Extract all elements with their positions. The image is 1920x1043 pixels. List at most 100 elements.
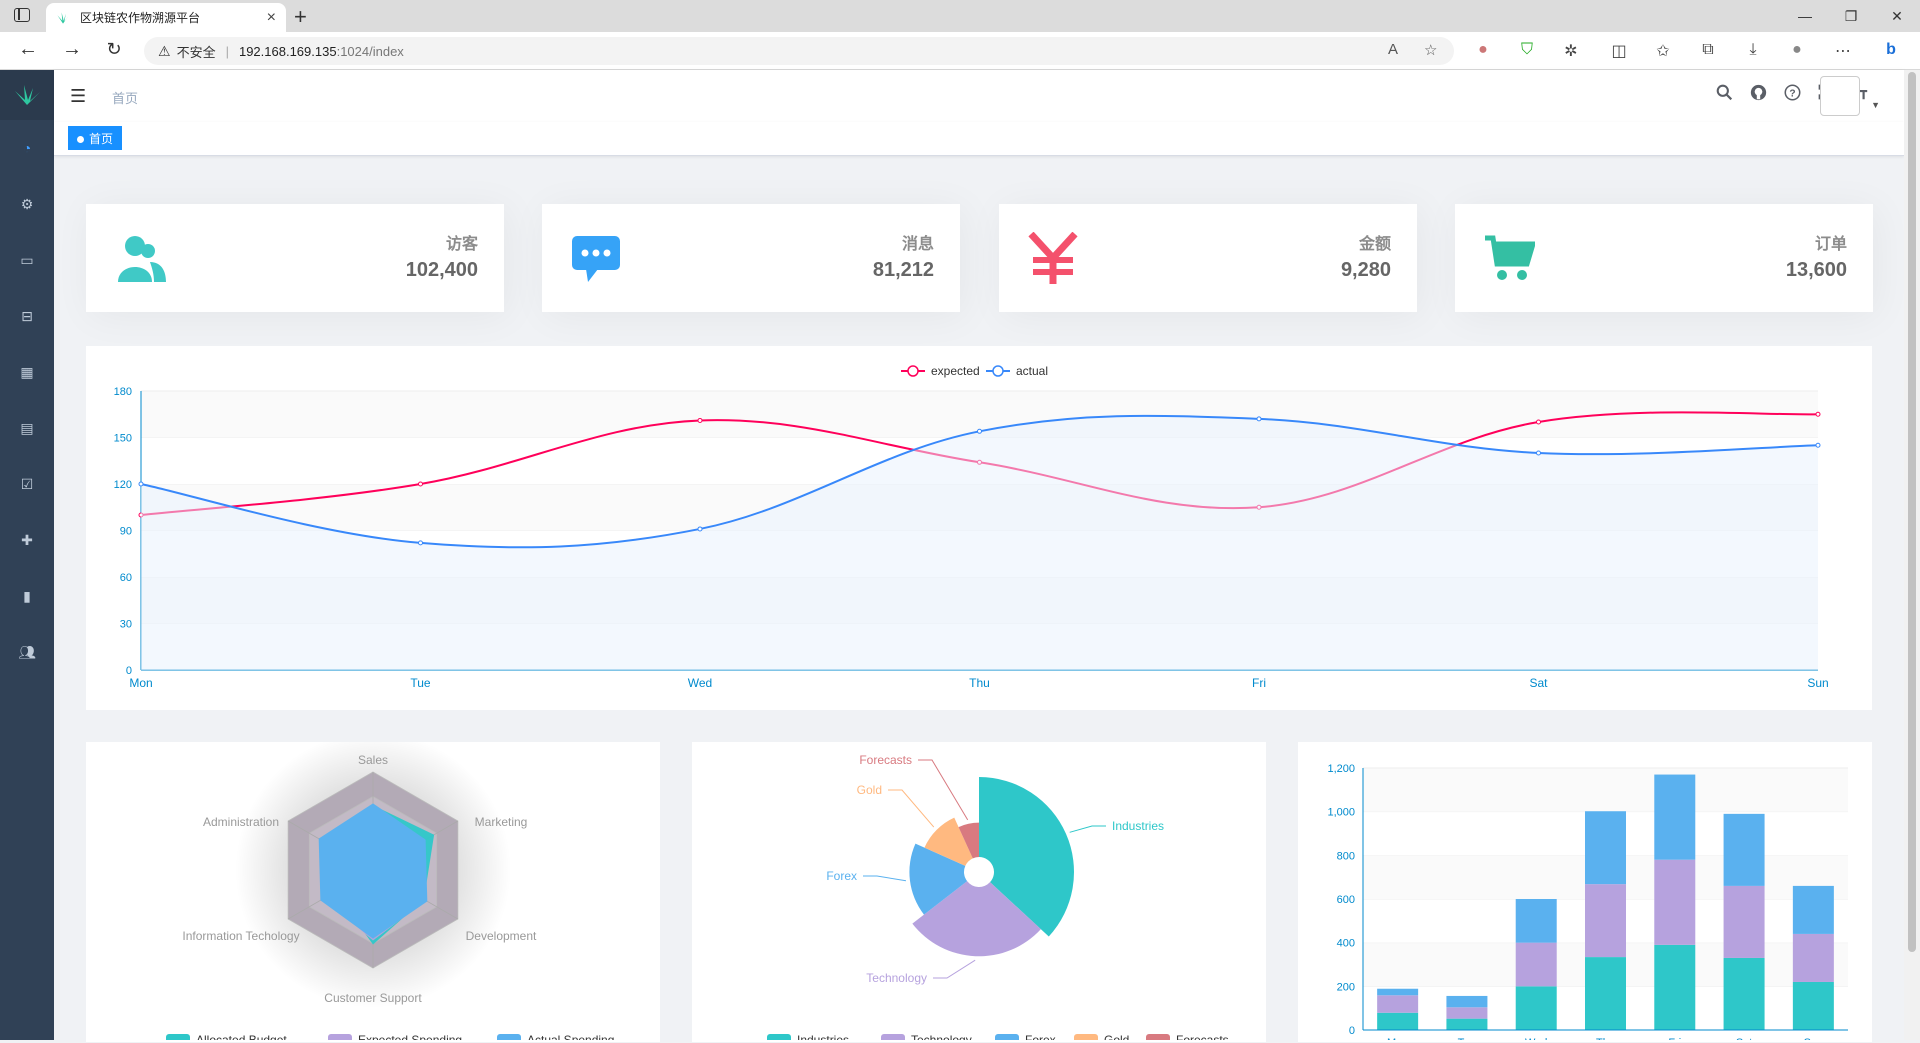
- scrollbar-thumb[interactable]: [1908, 72, 1916, 952]
- favorite-star-icon[interactable]: ☆: [1424, 42, 1438, 59]
- bar-segment: [1515, 986, 1557, 1030]
- navbar: ☰ 首页 ?: [54, 70, 1904, 122]
- grid-band: [1363, 768, 1848, 812]
- refresh-icon[interactable]: ↻: [106, 39, 122, 59]
- bar-segment: [1377, 995, 1419, 1013]
- favorites-icon[interactable]: ✩: [1656, 43, 1670, 60]
- legend-item: Technology: [881, 1033, 972, 1043]
- data-point: [1815, 411, 1821, 417]
- data-point: [138, 481, 144, 487]
- bar-chart: 02004006008001,0001,200MonTueWedThuFriSa…: [1327, 763, 1848, 1043]
- sidebar-item-system[interactable]: ⚙: [0, 176, 54, 232]
- y-tick-label: 400: [1337, 938, 1355, 950]
- card-orders[interactable]: 订单 13,600: [1455, 204, 1873, 312]
- avatar[interactable]: [1820, 76, 1860, 116]
- extension-icon[interactable]: ●: [1478, 41, 1488, 58]
- legend-label: expected: [931, 364, 980, 378]
- bar-segment: [1585, 957, 1626, 1030]
- collections-icon[interactable]: ⧉: [1702, 41, 1714, 58]
- pie-label-line: [888, 789, 935, 828]
- legend-item: Forex: [995, 1033, 1056, 1043]
- briefcase-icon: ⊟: [21, 307, 33, 324]
- sidebar-item-move[interactable]: ✚: [0, 512, 54, 568]
- downloads-icon[interactable]: ⤓: [1749, 41, 1757, 58]
- x-tick-label: Mon: [129, 676, 152, 690]
- browser-tab[interactable]: 区块链农作物溯源平台 ×: [46, 3, 286, 32]
- sidebar-item-monitor[interactable]: ▭: [0, 232, 54, 288]
- tag-home[interactable]: 首页: [68, 126, 123, 150]
- hamburger-icon[interactable]: ☰: [70, 86, 87, 106]
- sidebar-item-phone[interactable]: ▮: [0, 568, 54, 624]
- bing-copilot-icon[interactable]: b: [1886, 41, 1896, 58]
- search-icon[interactable]: [1712, 84, 1736, 106]
- more-menu-icon[interactable]: ⋯: [1835, 43, 1851, 60]
- bar-segment: [1585, 884, 1626, 958]
- legend-item-expected: expected: [901, 364, 980, 378]
- tab-favicon-icon: [57, 11, 69, 24]
- github-icon[interactable]: [1746, 84, 1770, 106]
- tag-home-label: 首页: [89, 132, 114, 146]
- pie-slice-technology: [912, 881, 1041, 957]
- extensions-icon[interactable]: ✲: [1564, 43, 1578, 60]
- minimize-icon[interactable]: —: [1798, 8, 1812, 24]
- pie-label: Gold: [857, 783, 882, 797]
- y-tick-label: 30: [120, 619, 132, 631]
- legend-marker: [907, 365, 919, 377]
- restore-icon[interactable]: ❐: [1844, 8, 1858, 24]
- sidebar-item-dashboard[interactable]: ◔: [0, 120, 54, 176]
- sidebar-item-check[interactable]: ☑: [0, 456, 54, 512]
- tab-actions-icon[interactable]: [14, 8, 30, 22]
- y-tick-label: 90: [120, 526, 132, 538]
- checkbox-icon: ☑: [20, 475, 34, 492]
- sidebar: ◔ ⚙ ▭ ⊟ ▦ ▤ ☑ ✚ ▮ 👥︎: [0, 70, 54, 1040]
- card-amount[interactable]: 金额 9,280: [999, 204, 1417, 312]
- tab-close-icon[interactable]: ×: [266, 8, 276, 26]
- x-tick-label: Sun: [1807, 676, 1828, 690]
- gear-icon: ⚙: [20, 195, 34, 212]
- new-tab-icon[interactable]: +: [294, 4, 307, 29]
- legend-label: Technology: [911, 1033, 972, 1040]
- close-window-icon[interactable]: ✕: [1891, 8, 1903, 24]
- back-icon[interactable]: ←: [18, 38, 38, 60]
- forward-icon[interactable]: →: [62, 38, 82, 60]
- scrollbar[interactable]: [1904, 70, 1920, 1040]
- legend-label: Expected Spending: [358, 1033, 462, 1040]
- data-point: [977, 428, 982, 434]
- data-point: [697, 417, 703, 423]
- profile-icon[interactable]: ●: [1792, 41, 1802, 58]
- bar-segment: [1723, 813, 1765, 886]
- legend-item: Allocated Budget: [166, 1033, 287, 1043]
- split-screen-icon[interactable]: ◫: [1611, 43, 1627, 60]
- legend-label: Allocated Budget: [196, 1033, 287, 1040]
- legend-label: Forex: [1025, 1033, 1056, 1040]
- card-value: 13,600: [1785, 259, 1847, 281]
- avatar-caret-icon[interactable]: ▼: [1871, 100, 1880, 110]
- legend-item-actual: actual: [986, 364, 1048, 378]
- data-point: [1256, 416, 1262, 422]
- people-icon: [118, 236, 166, 282]
- y-tick-label: 1,000: [1327, 807, 1355, 819]
- sidebar-item-document[interactable]: ▤: [0, 400, 54, 456]
- card-visitors[interactable]: 访客 102,400: [86, 204, 504, 312]
- card-messages[interactable]: 消息 81,212: [542, 204, 960, 312]
- read-aloud-icon[interactable]: A: [1388, 41, 1399, 58]
- y-tick-label: 600: [1337, 894, 1355, 906]
- sidebar-item-tools[interactable]: ⊟: [0, 288, 54, 344]
- legend-label: Actual Spending: [527, 1033, 614, 1040]
- card-label: 访客: [445, 236, 478, 253]
- warning-icon[interactable]: ⚠: [158, 42, 171, 59]
- x-tick-label: Fri: [1252, 676, 1266, 690]
- pie-label: Forex: [826, 869, 857, 883]
- y-tick-label: 150: [114, 433, 132, 445]
- radar-indicator-label: Customer Support: [324, 991, 422, 1005]
- shield-extension-icon[interactable]: ⛉: [1520, 41, 1533, 58]
- insecure-label[interactable]: 不安全: [176, 44, 216, 60]
- line-chart: 0 30 60 90 120 150 180 Mon Tue Wed Thu Fri Sat Sun exp…: [114, 364, 1829, 690]
- sidebar-item-users[interactable]: 👥︎: [0, 624, 54, 680]
- radar-indicator-label: Information Techology: [182, 929, 299, 943]
- y-tick-label: 1,200: [1327, 763, 1355, 775]
- help-icon[interactable]: ?: [1780, 84, 1804, 106]
- address-bar[interactable]: ⚠ 不安全 | 192.168.169.135:1024/index: [144, 37, 1454, 65]
- y-tick-label: 60: [120, 572, 132, 584]
- sidebar-item-table[interactable]: ▦: [0, 344, 54, 400]
